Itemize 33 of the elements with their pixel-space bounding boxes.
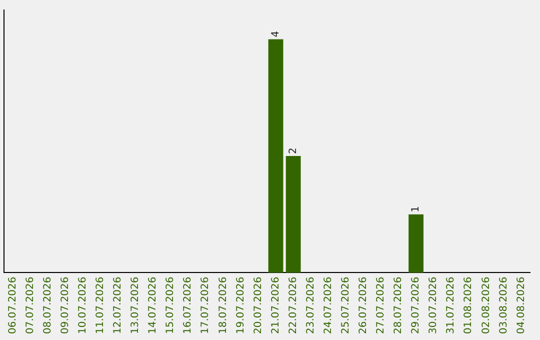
x-tick-label: 10.07.2026 [77, 276, 88, 334]
x-tick-label: 18.07.2026 [218, 276, 229, 334]
x-tick-label: 06.07.2026 [7, 276, 18, 334]
data-label: 1 [410, 206, 422, 212]
data-label: 4 [270, 30, 282, 38]
x-tick-label: 29.07.2026 [410, 276, 422, 334]
x-tick-label: 25.07.2026 [340, 276, 352, 334]
x-tick-label: 30.07.2026 [428, 276, 440, 334]
x-tick-label: 11.07.2026 [95, 276, 106, 334]
x-tick-label: 04.08.2026 [516, 276, 527, 334]
x-tick-label: 22.07.2026 [288, 276, 299, 334]
x-tick-label: 24.07.2026 [322, 276, 334, 334]
x-tick-label: 17.07.2026 [200, 276, 212, 334]
x-tick-label: 01.08.2026 [463, 276, 474, 334]
x-tick-label: 20.07.2026 [252, 276, 264, 334]
x-tick-label: 15.07.2026 [165, 276, 176, 334]
x-tick-label: 27.07.2026 [376, 276, 387, 334]
x-tick-label: 09.07.2026 [60, 276, 71, 334]
x-tick-label: 08.07.2026 [42, 276, 54, 334]
x-tick-label: 07.07.2026 [24, 276, 36, 334]
data-label: 2 [288, 148, 299, 154]
x-tick-label: 14.07.2026 [148, 276, 159, 334]
x-tick-label: 26.07.2026 [358, 276, 370, 334]
x-tick-label: 03.08.2026 [498, 276, 510, 334]
x-tick-label: 21.07.2026 [270, 276, 282, 334]
x-tick-label: 31.07.2026 [446, 276, 457, 334]
x-tick-label: 16.07.2026 [182, 276, 194, 334]
x-tick-label: 19.07.2026 [235, 276, 246, 334]
x-tick-label: 28.07.2026 [393, 276, 404, 334]
x-tick-label: 12.07.2026 [112, 276, 124, 334]
x-tick-label: 23.07.2026 [305, 276, 316, 334]
x-tick-label: 13.07.2026 [130, 276, 142, 334]
x-tick-label: 02.08.2026 [480, 276, 492, 334]
